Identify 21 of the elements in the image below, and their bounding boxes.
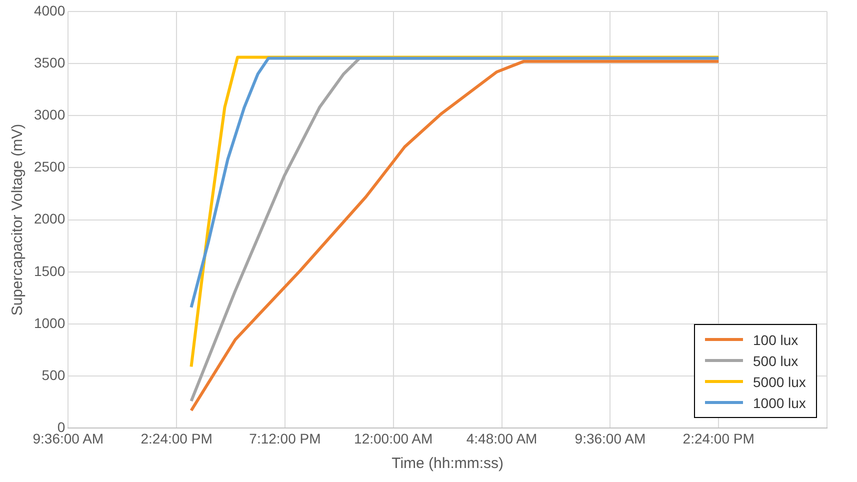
x-axis-title: Time (hh:mm:ss) xyxy=(392,455,504,472)
y-tick-label: 3000 xyxy=(34,106,66,122)
y-tick-label: 3500 xyxy=(34,54,66,70)
legend-label: 500 lux xyxy=(753,352,798,369)
legend-label: 5000 lux xyxy=(753,374,806,390)
legend-label: 100 lux xyxy=(753,332,798,348)
x-tick-label: 2:24:00 PM xyxy=(140,430,212,446)
x-tick-label: 9:36:00 AM xyxy=(574,430,646,446)
y-tick-label: 1000 xyxy=(34,314,66,331)
legend-label: 1000 lux xyxy=(753,394,806,411)
y-tick-label: 0 xyxy=(57,419,66,436)
y-tick-label: 1500 xyxy=(34,262,66,279)
x-tick-label: 12:00:00 AM xyxy=(354,430,433,446)
y-axis-title: Supercapacitor Voltage (mV) xyxy=(9,124,26,316)
y-tick-label: 500 xyxy=(42,366,66,383)
x-tick-label: 7:12:00 PM xyxy=(249,430,321,446)
y-tick-label: 2000 xyxy=(34,210,66,227)
y-tick-label: 2500 xyxy=(34,158,66,175)
x-tick-label: 4:48:00 AM xyxy=(466,430,538,446)
x-tick-label: 2:24:00 PM xyxy=(682,430,754,446)
y-tick-label: 4000 xyxy=(34,2,66,18)
